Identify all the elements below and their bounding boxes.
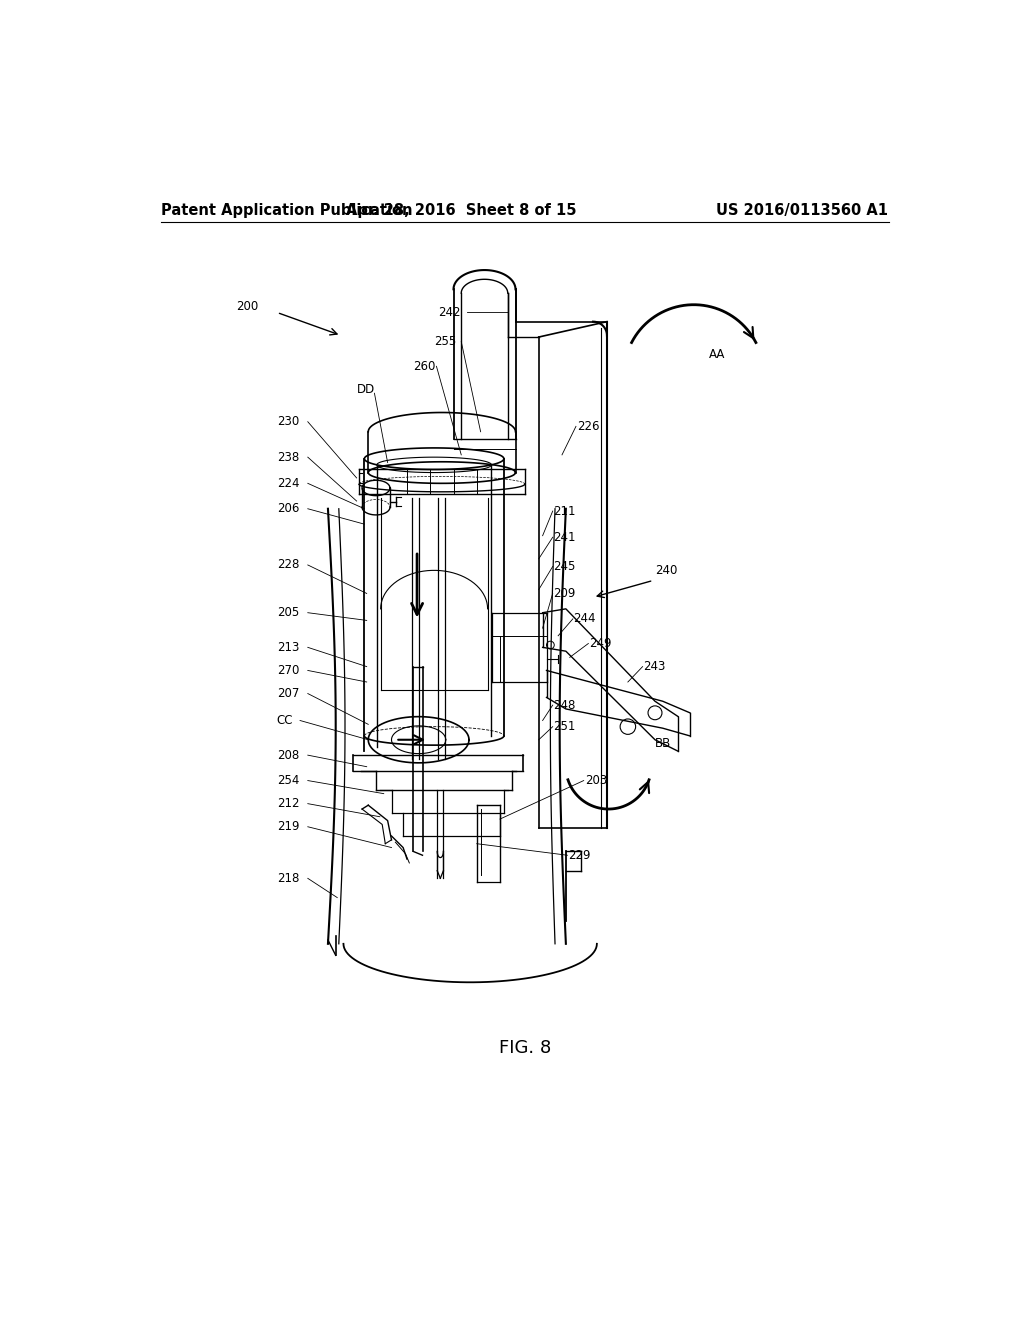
Text: 207: 207 bbox=[276, 686, 299, 700]
Text: 270: 270 bbox=[276, 664, 299, 677]
Text: 241: 241 bbox=[553, 531, 575, 544]
Text: 203: 203 bbox=[586, 774, 607, 787]
Text: 260: 260 bbox=[414, 360, 435, 372]
Text: Apr. 28, 2016  Sheet 8 of 15: Apr. 28, 2016 Sheet 8 of 15 bbox=[346, 203, 577, 218]
Text: 226: 226 bbox=[578, 420, 600, 433]
Text: 200: 200 bbox=[237, 300, 259, 313]
Text: 242: 242 bbox=[438, 306, 461, 319]
Text: 240: 240 bbox=[655, 564, 677, 577]
Text: 238: 238 bbox=[276, 450, 299, 463]
Text: 219: 219 bbox=[276, 820, 299, 833]
Text: 229: 229 bbox=[568, 849, 591, 862]
Text: 224: 224 bbox=[276, 477, 299, 490]
Text: 209: 209 bbox=[553, 587, 575, 601]
Text: 218: 218 bbox=[276, 871, 299, 884]
Text: 208: 208 bbox=[276, 748, 299, 762]
Text: 205: 205 bbox=[276, 606, 299, 619]
Text: 244: 244 bbox=[573, 612, 596, 626]
Text: 228: 228 bbox=[276, 558, 299, 572]
Text: Patent Application Publication: Patent Application Publication bbox=[161, 203, 412, 218]
Text: 251: 251 bbox=[553, 721, 575, 733]
Text: 254: 254 bbox=[276, 774, 299, 787]
Text: 245: 245 bbox=[553, 560, 575, 573]
Text: AA: AA bbox=[710, 348, 726, 362]
Text: 248: 248 bbox=[553, 698, 575, 711]
Text: 213: 213 bbox=[276, 640, 299, 653]
Text: 211: 211 bbox=[553, 504, 575, 517]
Text: CC: CC bbox=[276, 714, 293, 727]
Text: 212: 212 bbox=[276, 797, 299, 810]
Text: BB: BB bbox=[655, 737, 672, 750]
Text: 243: 243 bbox=[643, 660, 666, 673]
Text: 230: 230 bbox=[276, 416, 299, 428]
Text: 255: 255 bbox=[434, 335, 457, 348]
Text: FIG. 8: FIG. 8 bbox=[499, 1039, 551, 1057]
Text: 249: 249 bbox=[589, 638, 611, 649]
Text: 206: 206 bbox=[276, 502, 299, 515]
Text: DD: DD bbox=[356, 383, 375, 396]
Text: US 2016/0113560 A1: US 2016/0113560 A1 bbox=[716, 203, 888, 218]
